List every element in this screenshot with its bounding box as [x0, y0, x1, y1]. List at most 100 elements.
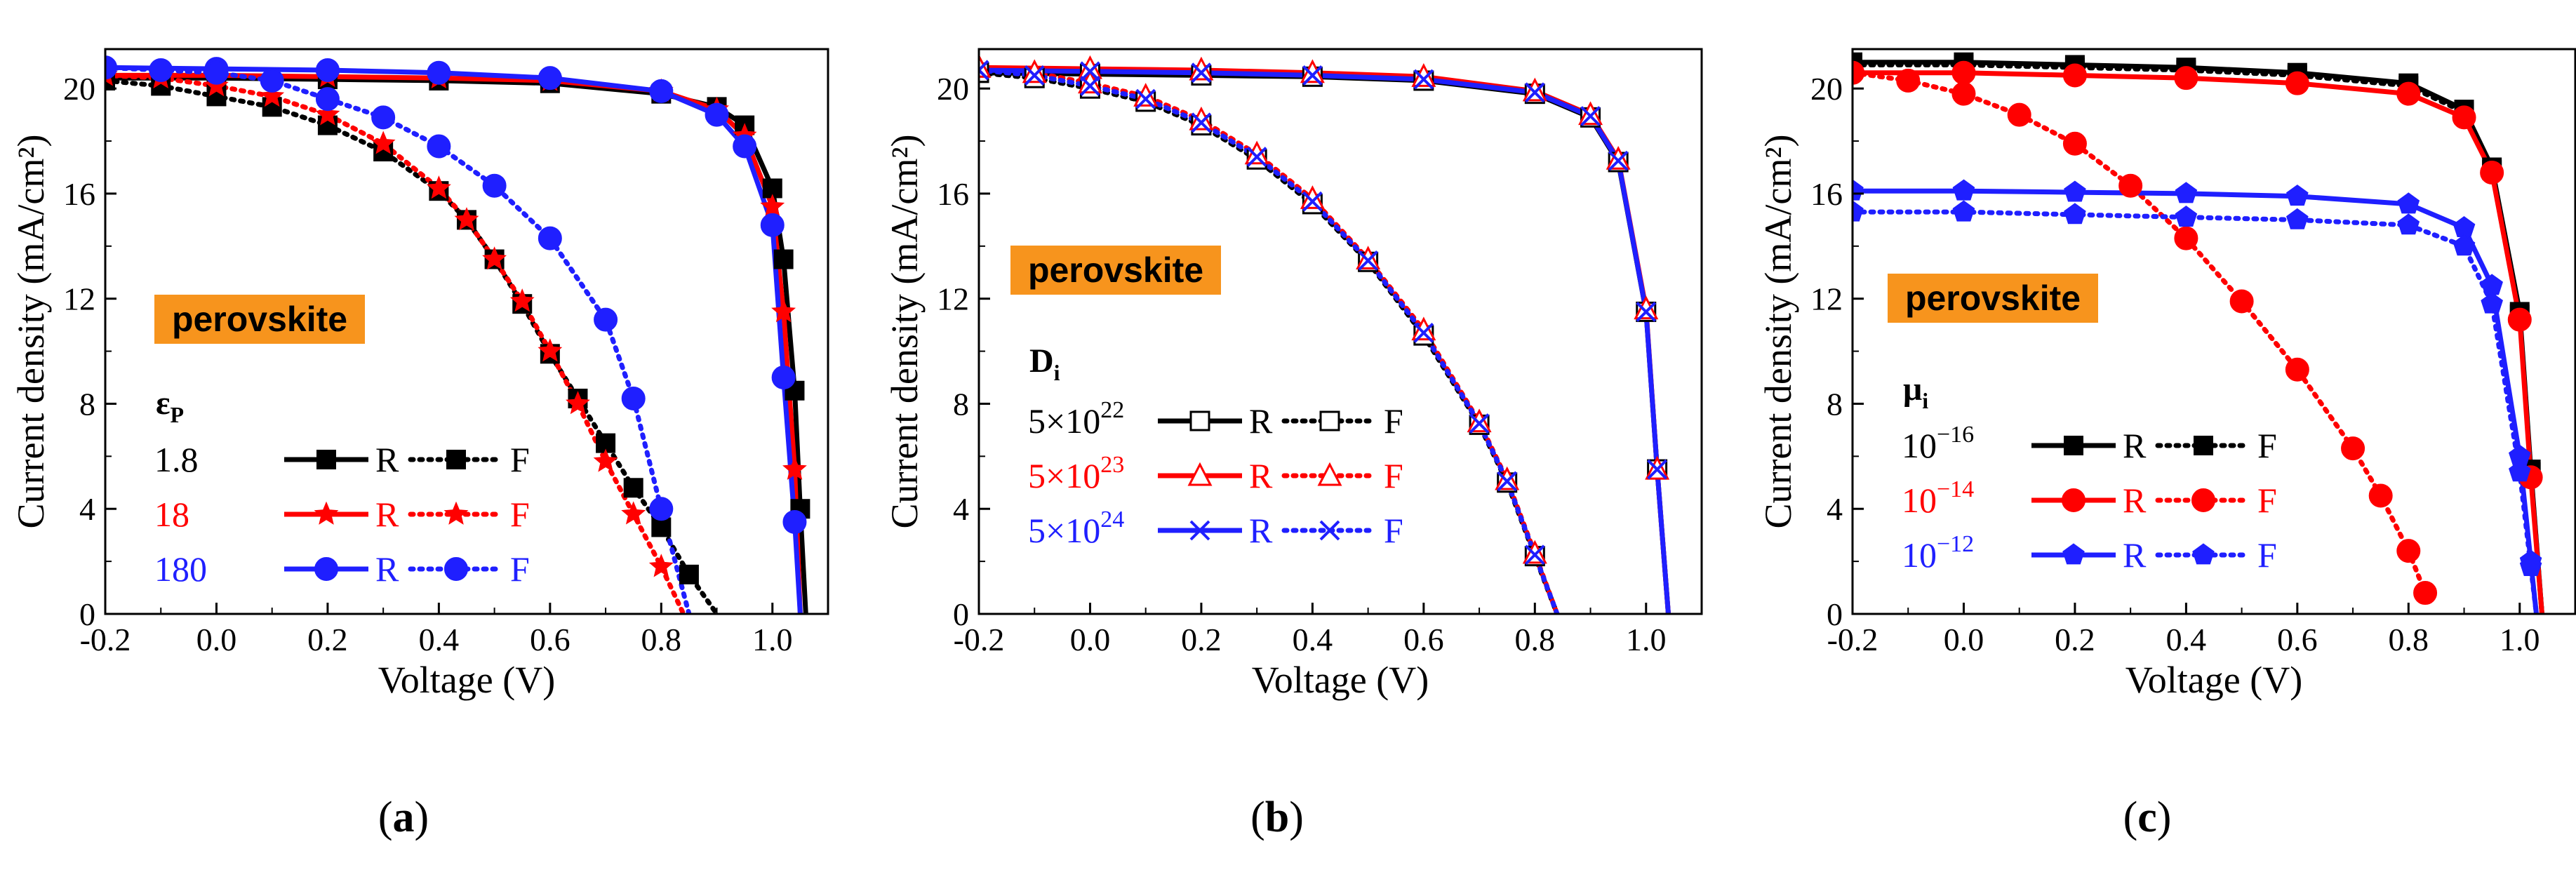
legend-forward-label: F: [510, 440, 530, 479]
data-point: [1853, 200, 1864, 222]
data-point: [2368, 483, 2393, 508]
data-point: [1358, 250, 1379, 271]
data-point: [566, 391, 590, 415]
data-point: [2480, 160, 2504, 185]
legend-marker: [2192, 543, 2215, 565]
x-tick-label: 0.6: [1403, 622, 1444, 657]
panel-label: (c): [2123, 794, 2172, 841]
axes-frame: [104, 48, 829, 615]
data-point: [2007, 102, 2031, 127]
legend-marker: [443, 501, 469, 525]
legend-entry: 10−12 R F: [1902, 531, 2277, 575]
legend-label: 1.8: [154, 440, 199, 479]
y-tick-label: 0: [953, 596, 969, 632]
legend-marker: [1187, 462, 1213, 486]
legend-forward-label: F: [510, 495, 530, 534]
legend-label: 18: [154, 495, 189, 534]
data-point: [426, 175, 451, 199]
legend-forward-label: F: [2257, 426, 2277, 465]
legend-reverse-label: R: [375, 495, 399, 534]
y-tick-label: 12: [937, 281, 969, 317]
data-point: [2285, 71, 2309, 95]
data-point: [1356, 246, 1381, 270]
data-point: [2286, 185, 2309, 206]
data-point: [1135, 88, 1156, 109]
legend-reverse-label: R: [375, 549, 399, 589]
data-point: [771, 299, 796, 323]
y-tick-label: 0: [1827, 596, 1843, 632]
data-point: [2452, 215, 2476, 237]
data-point: [1191, 112, 1212, 133]
legend-forward-label: F: [1384, 401, 1403, 441]
legend-label: 5×1023: [1028, 452, 1124, 495]
data-point: [649, 79, 674, 103]
x-tick-label: 0.6: [2277, 622, 2318, 657]
x-tick-label: 1.0: [1626, 622, 1667, 657]
data-point: [2174, 66, 2198, 91]
x-tick-label: 0.2: [1181, 622, 1222, 657]
x-tick-label: -0.2: [80, 622, 131, 657]
data-point: [782, 456, 807, 480]
legend-marker: [316, 450, 336, 469]
legend-reverse-label: R: [2123, 481, 2147, 520]
legend-marker: [1317, 462, 1342, 486]
data-point: [1302, 65, 1323, 86]
material-badge-label: perovskite: [1905, 279, 2081, 318]
x-tick-label: 0.4: [2166, 622, 2207, 657]
data-point: [2118, 173, 2143, 198]
data-point: [733, 134, 757, 159]
data-point: [773, 249, 794, 269]
data-point: [1853, 60, 1864, 85]
data-point: [454, 207, 479, 231]
data-point: [204, 73, 229, 97]
legend-marker: [1319, 520, 1340, 541]
data-point: [623, 478, 643, 498]
legend-label: 10−16: [1902, 422, 1974, 465]
legend-forward-label: F: [1384, 511, 1403, 550]
data-point: [2229, 289, 2254, 314]
data-point: [1952, 179, 1975, 201]
data-point: [2285, 357, 2309, 382]
y-tick-label: 20: [63, 71, 95, 107]
x-tick-label: 0.6: [530, 622, 570, 657]
data-point: [1522, 540, 1547, 564]
data-point: [427, 134, 451, 159]
data-point: [1522, 77, 1547, 102]
legend-forward-label: F: [1384, 456, 1403, 495]
data-point: [315, 102, 340, 126]
legend-marker: [1189, 520, 1210, 541]
data-point: [2174, 226, 2198, 250]
data-point: [760, 213, 785, 237]
y-tick-label: 0: [79, 596, 95, 632]
data-point: [482, 173, 507, 198]
legend-reverse-label: R: [2123, 426, 2147, 465]
y-tick-label: 20: [937, 71, 969, 107]
data-point: [1952, 200, 1975, 222]
legend-forward-label: F: [510, 549, 530, 589]
data-point: [538, 226, 562, 250]
legend-parameter: Di: [1029, 342, 1060, 385]
y-tick-label: 4: [79, 491, 95, 527]
data-point: [2397, 213, 2420, 235]
legend-entry: 5×1024 R F: [1028, 507, 1403, 550]
y-tick-label: 8: [953, 386, 969, 422]
data-point: [1647, 459, 1668, 480]
data-point: [2064, 180, 2086, 202]
data-point: [593, 448, 618, 472]
data-point: [2062, 131, 2087, 156]
data-point: [621, 386, 646, 410]
chart-panel-b: -0.2 0.0 0.2 0.4 0.6 0.8 1.0 0 4 8 12 16 20 Voltage (…: [883, 48, 1703, 841]
series-line-4: [105, 65, 803, 614]
data-point: [651, 517, 672, 537]
legend-marker: [314, 501, 339, 525]
legend-reverse-label: R: [375, 440, 399, 479]
y-tick-label: 8: [1827, 386, 1843, 422]
material-badge-label: perovskite: [1028, 250, 1203, 290]
data-point: [648, 554, 674, 577]
y-axis-title: Current density (mA/cm²): [1757, 134, 1799, 528]
data-point: [594, 307, 618, 332]
x-tick-label: -0.2: [954, 622, 1005, 657]
x-tick-label: 0.0: [1070, 622, 1111, 657]
data-point: [2509, 460, 2531, 482]
legend-marker: [1319, 410, 1340, 431]
